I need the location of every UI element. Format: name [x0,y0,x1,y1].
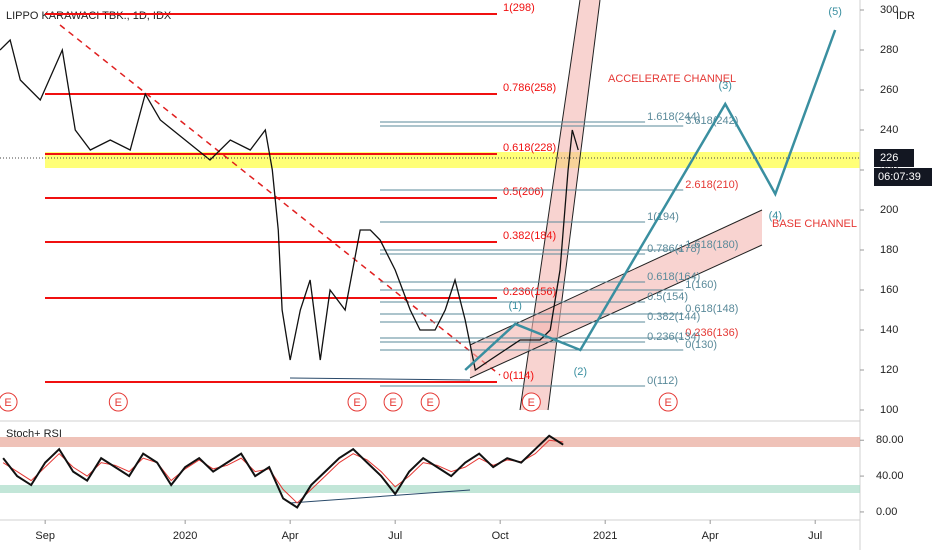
pane-title: Stoch+ RSI [6,428,62,440]
extension-label: 0.618(164) [647,271,700,283]
stoch-line [2,434,564,509]
countdown-label: 06:07:39 [878,171,921,183]
price-badge [874,149,914,167]
x-tick-label: 2021 [593,530,617,542]
downtrend-line [59,24,501,376]
support-zone [45,152,860,168]
fib-label: 0(114) [503,370,534,382]
event-marker [0,392,18,412]
event-marker [383,392,403,412]
wave-label: (3) [719,80,732,92]
x-tick-label: Apr [282,530,299,542]
y-tick-label: 240 [880,124,898,136]
fib-label: 0.5(206) [503,186,544,198]
y-tick-label: 300 [880,4,898,16]
y-tick-label: 120 [880,364,898,376]
event-label: E [115,397,122,409]
chart-title: LIPPO KARAWACI TBK., 1D, IDX [6,10,172,22]
extension-label: 0.236(136) [685,327,738,339]
event-marker [420,392,440,412]
wave-label: (4) [769,210,782,222]
extension-label: 1(194) [647,211,679,223]
x-tick-label: Sep [35,530,55,542]
event-marker [658,392,678,412]
event-label: E [4,397,11,409]
extension-label: 1.618(244) [647,111,700,123]
y-tick-label: 0.00 [876,506,897,518]
fib-label: 0.236(156) [503,286,556,298]
event-label: E [665,397,672,409]
extension-label: 1.618(180) [685,239,738,251]
extension-label: 0.786(178) [647,243,700,255]
extension-label: 3.618(242) [685,115,738,127]
x-tick-label: Jul [388,530,402,542]
y-tick-label: 180 [880,244,898,256]
fib-label: 1(298) [503,2,535,14]
y-tick-label: 280 [880,44,898,56]
event-marker [521,392,541,412]
fib-label: 0.786(258) [503,82,556,94]
overbought-band [0,437,860,447]
event-marker [347,392,367,412]
price-line [0,38,579,372]
channel-label: BASE CHANNEL [772,218,857,230]
fib-label: 0.382(184) [503,230,556,242]
oversold-band [0,485,860,493]
extension-label: 2.618(210) [685,179,738,191]
extension-label: 0.236(134) [647,331,700,343]
wave-projection [464,29,837,371]
y-tick-label: 100 [880,404,898,416]
x-tick-label: Apr [702,530,719,542]
y-tick-label: 40.00 [876,470,904,482]
y-tick-label: 140 [880,324,898,336]
extension-label: 1(160) [685,279,717,291]
y-tick-label: 80.00 [876,434,904,446]
accelerate-channel [520,0,600,410]
fib-label: 0.618(228) [503,142,556,154]
event-label: E [389,397,396,409]
x-tick-label: 2020 [173,530,197,542]
extension-label: 0(112) [647,375,678,387]
trend-line [289,377,471,381]
y-unit: IDR [896,10,915,22]
channel-line [469,244,763,379]
extension-label: 0.382(144) [647,311,700,323]
last-price-label: 226 [880,152,898,164]
wave-label: (1) [509,300,522,312]
channel-label: ACCELERATE CHANNEL [608,73,736,85]
y-tick-label: 200 [880,204,898,216]
event-label: E [353,397,360,409]
wave-label: (5) [828,6,841,18]
event-label: E [427,397,434,409]
wave-label: (2) [574,366,587,378]
x-tick-label: Jul [808,530,822,542]
event-marker [108,392,128,412]
y-tick-label: 260 [880,84,898,96]
extension-label: 0(130) [685,339,717,351]
event-label: E [528,397,535,409]
y-tick-label: 160 [880,284,898,296]
extension-label: 0.5(154) [647,291,688,303]
trend-line [289,489,471,504]
extension-label: 0.618(148) [685,303,738,315]
x-tick-label: Oct [492,530,509,542]
countdown-badge [874,168,932,186]
